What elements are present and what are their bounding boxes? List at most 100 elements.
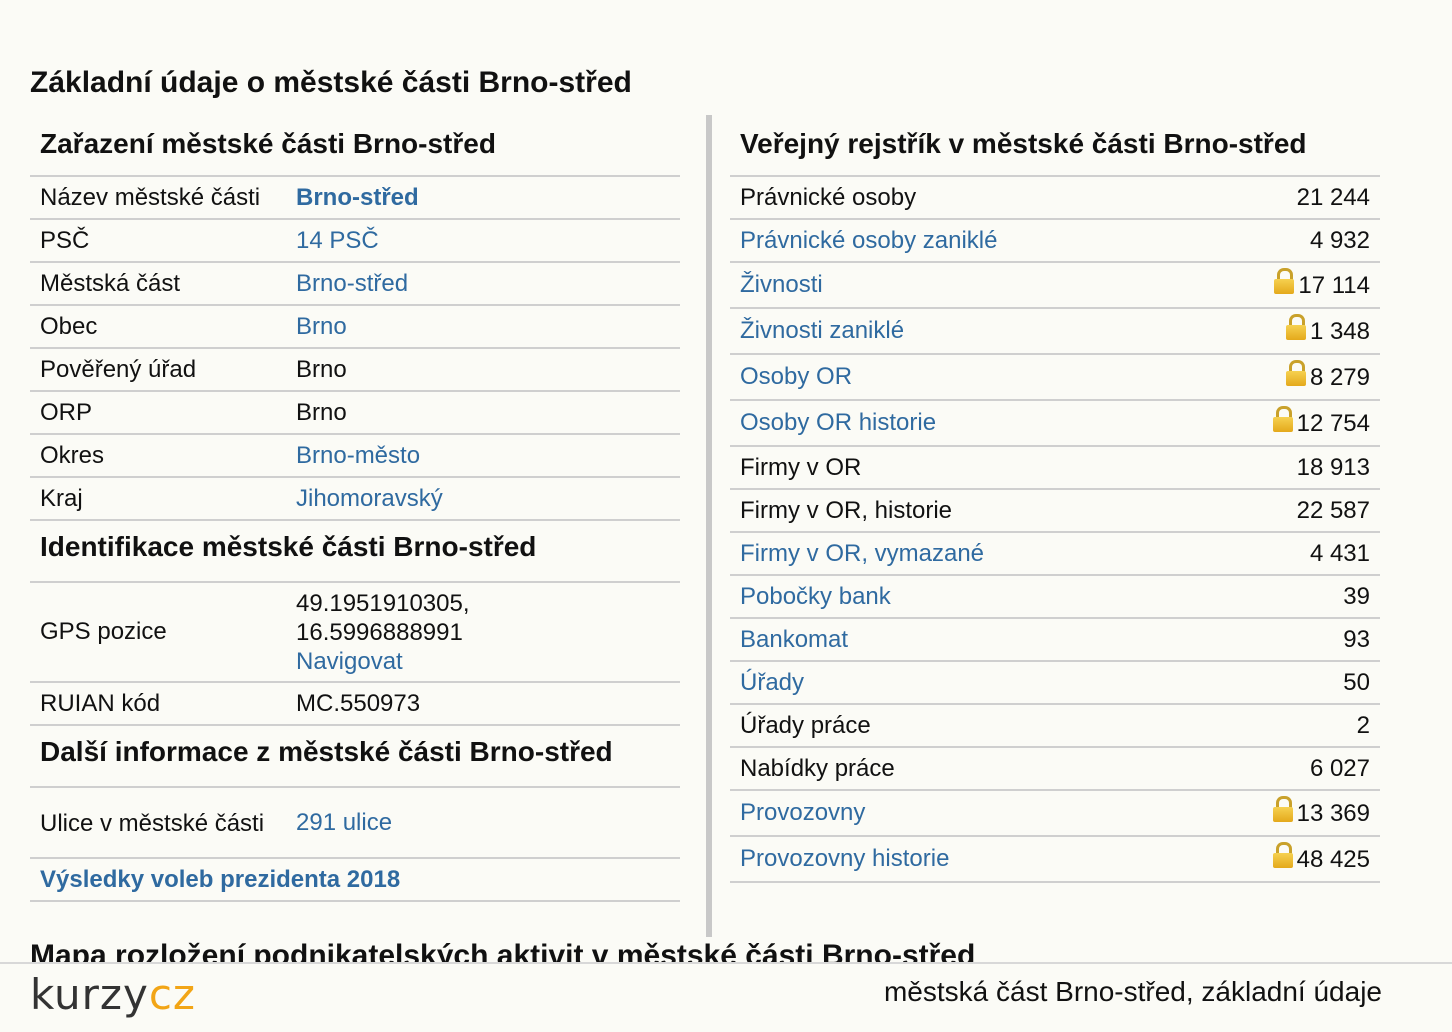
page-title: Základní údaje o městské části Brno-stře… xyxy=(30,66,632,99)
more-info-title: Další informace z městské části Brno-stř… xyxy=(30,726,680,788)
registry-link[interactable]: Pobočky bank xyxy=(740,582,891,610)
gps-row: GPS pozice 49.1951910305, 16.5996888991 … xyxy=(30,583,680,683)
registry-value: 8 279 xyxy=(1285,360,1370,392)
lock-icon xyxy=(1285,314,1306,340)
postcode-link[interactable]: 14 PSČ xyxy=(296,227,379,254)
registry-link[interactable]: Osoby OR historie xyxy=(740,409,937,436)
registry-link[interactable]: Bankomat xyxy=(740,625,849,653)
registry-label: Firmy v OR xyxy=(740,453,862,481)
registry-link[interactable]: Provozovny historie xyxy=(740,845,950,872)
registry-value: 4 431 xyxy=(1309,540,1370,567)
left-column: Zařazení městské části Brno-střed Název … xyxy=(30,118,680,902)
registry-value: 1 348 xyxy=(1285,314,1370,346)
registry-link[interactable]: Právnické osoby zaniklé xyxy=(740,226,998,254)
gps-longitude: 16.5996888991 xyxy=(296,618,463,646)
registry-link[interactable]: Osoby OR xyxy=(740,363,853,390)
registry-value: 2 xyxy=(1356,712,1370,739)
table-row: Živnosti zaniklé 1 348 xyxy=(730,309,1380,355)
row-value: Brno xyxy=(296,399,347,426)
registry-link[interactable]: Živnosti zaniklé xyxy=(740,317,905,344)
table-row: Právnické osoby zaniklé 4 932 xyxy=(730,220,1380,263)
registry-value: 22 587 xyxy=(1296,497,1370,524)
lock-icon xyxy=(1274,268,1295,294)
registry-label: Nabídky práce xyxy=(740,754,895,782)
table-row: Městská část Brno-střed xyxy=(30,263,680,306)
streets-row: Ulice v městské části 291 ulice xyxy=(30,788,680,859)
registry-title: Veřejný rejstřík v městské části Brno-st… xyxy=(730,118,1380,177)
registry-value: 50 xyxy=(1343,669,1370,696)
table-row: Kraj Jihomoravský xyxy=(30,478,680,521)
row-label: Okres xyxy=(40,441,105,469)
table-row: Obec Brno xyxy=(30,306,680,349)
registry-value: 48 425 xyxy=(1272,842,1370,874)
lock-icon xyxy=(1272,406,1293,432)
okres-link[interactable]: Brno-město xyxy=(296,442,421,469)
registry-value: 6 027 xyxy=(1309,755,1370,782)
registry-value: 21 244 xyxy=(1296,184,1370,211)
registry-value: 18 913 xyxy=(1296,454,1370,481)
lock-icon xyxy=(1272,842,1293,868)
registry-value: 12 754 xyxy=(1272,406,1370,438)
registry-value: 4 932 xyxy=(1309,227,1370,254)
region-link[interactable]: Jihomoravský xyxy=(296,485,443,512)
map-section-heading: Mapa rozložení podnikatelských aktivit v… xyxy=(30,939,976,962)
footer: kurzycz městská část Brno-střed, základn… xyxy=(0,962,1452,1032)
right-column: Veřejný rejstřík v městské části Brno-st… xyxy=(730,118,1380,883)
table-row: Živnosti 17 114 xyxy=(730,263,1380,309)
identification-title: Identifikace městské části Brno-střed xyxy=(30,521,680,583)
footer-caption: městská část Brno-střed, základní údaje xyxy=(883,976,1382,1007)
gps-latitude: 49.1951910305, xyxy=(296,589,470,617)
table-row: Úřady práce 2 xyxy=(730,705,1380,748)
kurzy-logo[interactable]: kurzycz xyxy=(30,970,196,1019)
table-row: Provozovny historie 48 425 xyxy=(730,837,1380,883)
lock-icon xyxy=(1285,360,1306,386)
district-name-link[interactable]: Brno-střed xyxy=(296,184,419,211)
table-row: Nabídky práce 6 027 xyxy=(730,748,1380,791)
table-row: Provozovny 13 369 xyxy=(730,791,1380,837)
table-row: Firmy v OR 18 913 xyxy=(730,447,1380,490)
table-row: Firmy v OR, vymazané 4 431 xyxy=(730,533,1380,576)
streets-label: Ulice v městské části xyxy=(40,809,265,837)
table-row: Pobočky bank 39 xyxy=(730,576,1380,619)
table-row: ORP Brno xyxy=(30,392,680,435)
ruian-label: RUIAN kód xyxy=(40,689,161,717)
table-row: Osoby OR historie 12 754 xyxy=(730,401,1380,447)
registry-label: Úřady práce xyxy=(740,711,871,739)
row-label: Obec xyxy=(40,312,98,340)
registry-link[interactable]: Úřady xyxy=(740,668,805,696)
gps-value: 49.1951910305, 16.5996888991 Navigovat xyxy=(296,589,670,676)
streets-link[interactable]: 291 ulice xyxy=(296,809,393,836)
gps-label: GPS pozice xyxy=(40,618,167,645)
navigate-link[interactable]: Navigovat xyxy=(296,647,403,675)
row-label: Městská část xyxy=(40,269,181,297)
lock-icon xyxy=(1272,796,1293,822)
registry-link[interactable]: Firmy v OR, vymazané xyxy=(740,539,985,567)
row-label: Pověřený úřad xyxy=(40,355,197,383)
registry-value: 93 xyxy=(1343,626,1370,653)
registry-link[interactable]: Provozovny xyxy=(740,799,866,826)
table-row: PSČ 14 PSČ xyxy=(30,220,680,263)
elections-row: Výsledky voleb prezidenta 2018 xyxy=(30,859,680,902)
row-value: Brno xyxy=(296,356,347,383)
table-row: Název městské části Brno-střed xyxy=(30,177,680,220)
registry-link[interactable]: Živnosti xyxy=(740,271,823,298)
row-label: Kraj xyxy=(40,484,83,512)
elections-link[interactable]: Výsledky voleb prezidenta 2018 xyxy=(40,865,401,893)
classification-title: Zařazení městské části Brno-střed xyxy=(30,118,680,177)
table-row: Bankomat 93 xyxy=(730,619,1380,662)
municipality-link[interactable]: Brno xyxy=(296,313,347,340)
column-divider xyxy=(706,115,712,937)
registry-label: Právnické osoby xyxy=(740,183,917,211)
registry-value: 13 369 xyxy=(1272,796,1370,828)
ruian-row: RUIAN kód MC.550973 xyxy=(30,683,680,726)
district-link[interactable]: Brno-střed xyxy=(296,270,409,297)
table-row: Úřady 50 xyxy=(730,662,1380,705)
registry-value: 17 114 xyxy=(1274,268,1370,300)
registry-label: Firmy v OR, historie xyxy=(740,496,953,524)
row-label: ORP xyxy=(40,398,93,426)
registry-value: 39 xyxy=(1343,583,1370,610)
table-row: Právnické osoby 21 244 xyxy=(730,177,1380,220)
table-row: Pověřený úřad Brno xyxy=(30,349,680,392)
row-label: PSČ xyxy=(40,226,90,254)
table-row: Okres Brno-město xyxy=(30,435,680,478)
